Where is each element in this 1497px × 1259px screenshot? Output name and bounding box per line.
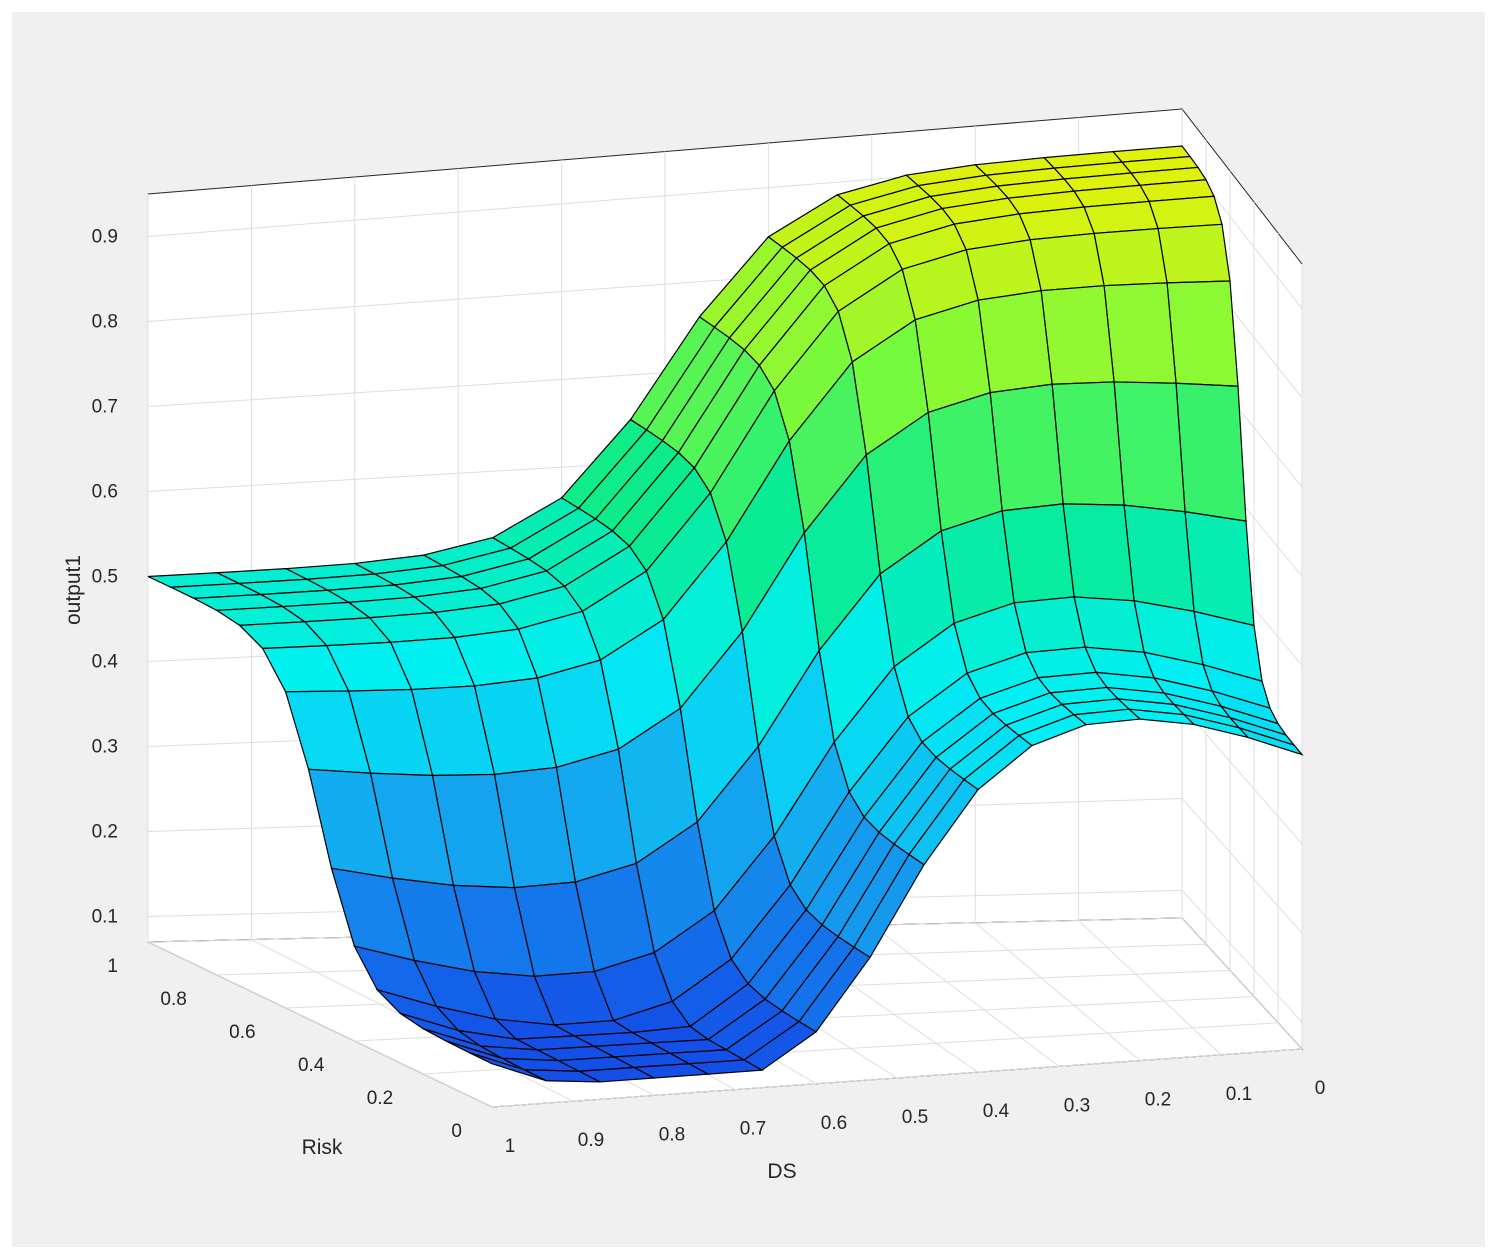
x-tick-label: 0.9: [578, 1130, 604, 1151]
x-tick-label: 0.6: [821, 1113, 847, 1134]
surface-patch: [989, 383, 1064, 512]
x-tick-label: 0.2: [1145, 1090, 1171, 1111]
z-tick-label: 0.1: [92, 907, 118, 928]
x-tick-label: 0.4: [983, 1101, 1010, 1122]
z-axis-label: output1: [62, 555, 85, 625]
surface-patch: [1051, 381, 1125, 506]
z-tick-label: 0.4: [92, 652, 119, 673]
figure: 0.1 0.2 0.3 0.4 0.5 0.6 0.7 0.8 0.9 1 0.9 0.8 0.7 0.6…: [12, 12, 1485, 1247]
surface-patch: [1175, 382, 1247, 522]
surface-patch: [1001, 503, 1075, 604]
surface-plot: 0.1 0.2 0.3 0.4 0.5 0.6 0.7 0.8 0.9 1 0.9 0.8 0.7 0.6…: [62, 107, 1326, 1183]
grid-line: [1181, 917, 1303, 1050]
y-tick-label: 0.6: [229, 1022, 255, 1043]
x-tick-label: 0.7: [740, 1119, 766, 1140]
y-tick-label: 1: [107, 956, 118, 977]
z-tick-label: 0.7: [92, 397, 118, 418]
surface-patch: [1148, 195, 1223, 230]
y-axis-label: Risk: [302, 1136, 343, 1159]
surface-patch: [1166, 280, 1239, 387]
surface-patch: [1040, 285, 1115, 385]
x-tick-label: 0.3: [1064, 1095, 1090, 1116]
surface-patch: [1184, 511, 1255, 627]
surface-patch: [1123, 504, 1195, 613]
surface-layer: [147, 145, 1304, 1083]
surface-patch: [1013, 596, 1086, 654]
grid-line: [871, 924, 1060, 1067]
x-tick-label: 0.1: [1226, 1084, 1252, 1105]
surface-patch: [1062, 503, 1135, 602]
surface-patch: [1029, 232, 1105, 292]
z-tick-label: 0.6: [92, 482, 118, 503]
z-tick-label: 0.2: [92, 822, 118, 843]
y-tick-label: 0: [451, 1121, 462, 1142]
z-tick-label: 0.3: [92, 737, 118, 758]
grid-line: [974, 922, 1141, 1061]
grid-line: [491, 1048, 1303, 1108]
surface-patch: [977, 290, 1053, 394]
surface-patch: [468, 1051, 547, 1082]
x-tick-label: 0.5: [902, 1107, 928, 1128]
y-tick-label: 0.2: [367, 1088, 393, 1109]
surface-patch: [1093, 227, 1168, 287]
x-axis-label: DS: [767, 1160, 796, 1183]
z-tick-label: 0.5: [92, 567, 118, 588]
x-tick-label: 1: [505, 1136, 516, 1157]
y-tick-label: 0.4: [298, 1055, 325, 1076]
surface-patch: [1157, 223, 1231, 284]
y-tick-label: 0.8: [160, 989, 186, 1010]
x-tick-label: 0: [1315, 1078, 1326, 1099]
surface-patch: [1113, 381, 1186, 513]
surface-patch: [1083, 200, 1159, 235]
grid-line: [147, 941, 493, 1108]
z-tick-label: 0.9: [92, 227, 118, 248]
grid-line: [1078, 920, 1222, 1056]
tick-layer: 0.1 0.2 0.3 0.4 0.5 0.6 0.7 0.8 0.9 1 0.9 0.8 0.7 0.6…: [92, 227, 1326, 1158]
surface-patch: [1103, 282, 1177, 384]
z-tick-label: 0.8: [92, 312, 118, 333]
surface-patch: [965, 239, 1042, 301]
x-tick-label: 0.8: [659, 1124, 685, 1145]
